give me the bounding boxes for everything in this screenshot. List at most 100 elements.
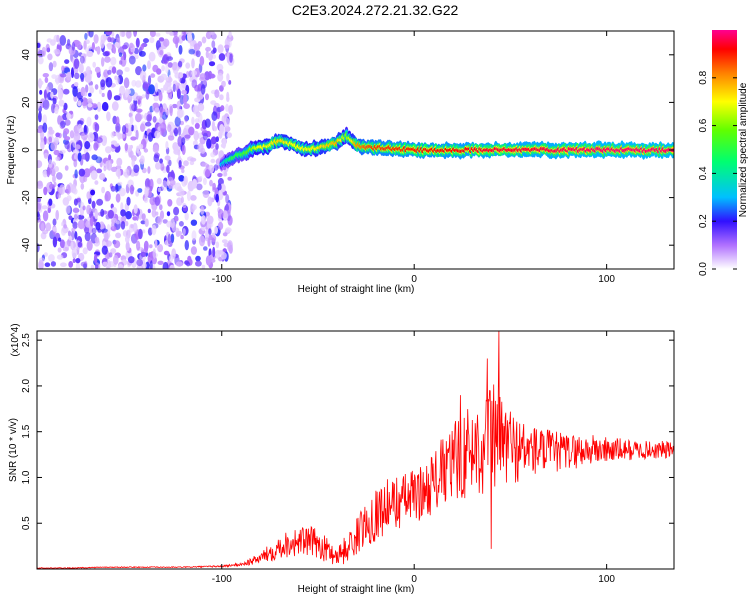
noise-speckle [152, 102, 159, 108]
noise-speckle [181, 137, 186, 146]
noise-speckle [227, 240, 233, 251]
noise-speckle [38, 257, 45, 263]
noise-speckle [115, 76, 120, 85]
noise-speckle [157, 260, 164, 265]
noise-speckle [131, 103, 138, 112]
noise-speckle [147, 60, 151, 70]
noise-speckle [211, 111, 218, 122]
noise-speckle [172, 83, 176, 93]
noise-speckle [168, 159, 172, 167]
noise-speckle [45, 43, 50, 53]
noise-speckle [169, 218, 175, 229]
noise-speckle [111, 219, 115, 230]
noise-speckle [73, 58, 80, 69]
noise-speckle [86, 69, 91, 81]
noise-speckle [215, 193, 219, 203]
noise-speckle [120, 221, 126, 230]
noise-speckle [129, 144, 133, 149]
noise-speckle [132, 216, 138, 221]
noise-speckle [139, 70, 147, 81]
noise-speckle [77, 241, 83, 248]
noise-speckle [85, 220, 91, 228]
noise-speckle [75, 258, 81, 264]
noise-speckle [84, 141, 91, 150]
noise-speckle [208, 61, 216, 67]
noise-speckle [122, 216, 127, 221]
noise-speckle [159, 106, 163, 118]
noise-speckle [154, 239, 158, 248]
noise-speckle [214, 226, 219, 235]
noise-speckle [59, 184, 66, 195]
noise-speckle [169, 31, 175, 36]
noise-speckle [133, 47, 139, 55]
noise-speckle [149, 178, 154, 190]
noise-speckle [158, 91, 163, 102]
colorbar-gradient [712, 30, 737, 269]
noise-speckle [194, 122, 200, 129]
noise-speckle [90, 170, 98, 181]
noise-speckle [169, 264, 175, 269]
noise-speckle [80, 77, 84, 82]
noise-speckle [202, 190, 210, 198]
noise-speckle [143, 38, 149, 44]
noise-speckle [209, 73, 216, 79]
noise-speckle [215, 241, 220, 249]
noise-speckle [62, 197, 70, 206]
noise-speckle [189, 160, 195, 166]
colorbar-tick-label: 0.4 [698, 166, 709, 180]
noise-speckle [43, 252, 48, 257]
noise-speckle [106, 111, 111, 122]
noise-speckle [152, 144, 160, 153]
noise-speckle [184, 260, 190, 265]
noise-speckle [48, 198, 53, 206]
noise-speckle [135, 233, 139, 241]
noise-speckle [136, 259, 143, 267]
colorbar-tick-label: 0.8 [698, 70, 709, 84]
noise-speckle [115, 169, 121, 177]
noise-speckle [94, 209, 98, 220]
noise-speckle [45, 86, 50, 93]
noise-speckle [91, 227, 97, 234]
noise-speckle [52, 226, 57, 232]
noise-speckle [195, 255, 201, 262]
noise-speckle [181, 168, 185, 174]
noise-speckle [42, 210, 49, 222]
noise-speckle [82, 247, 88, 255]
noise-speckle [53, 149, 60, 156]
noise-speckle [179, 72, 184, 79]
x-tick-label: -100 [212, 274, 232, 285]
noise-speckle [72, 86, 78, 97]
noise-speckle [41, 205, 48, 210]
noise-speckle [173, 127, 179, 137]
noise-speckle [119, 85, 126, 96]
noise-speckle [178, 175, 185, 182]
noise-speckle [57, 247, 62, 253]
noise-speckle [72, 221, 78, 229]
noise-speckle [157, 244, 164, 253]
noise-speckle [106, 159, 113, 171]
noise-speckle [48, 136, 53, 143]
noise-speckle [77, 214, 85, 220]
noise-speckle [49, 183, 55, 190]
noise-speckle [205, 50, 209, 59]
noise-speckle [215, 136, 219, 143]
noise-speckle [115, 183, 119, 193]
noise-speckle [80, 261, 88, 267]
noise-speckle [210, 152, 216, 158]
noise-speckle [129, 116, 134, 125]
noise-speckle [86, 191, 91, 200]
noise-speckle [124, 88, 129, 98]
noise-speckle [178, 83, 186, 91]
noise-speckle [181, 144, 186, 156]
noise-speckle [124, 143, 128, 151]
noise-speckle [74, 72, 80, 80]
noise-speckle [68, 261, 74, 268]
noise-speckle [65, 184, 71, 195]
noise-speckle [229, 53, 233, 63]
noise-speckle [93, 253, 98, 264]
noise-speckle [55, 132, 61, 138]
noise-speckle [221, 80, 226, 88]
noise-speckle [137, 99, 141, 105]
noise-speckle [199, 73, 206, 80]
noise-speckle [138, 151, 142, 156]
